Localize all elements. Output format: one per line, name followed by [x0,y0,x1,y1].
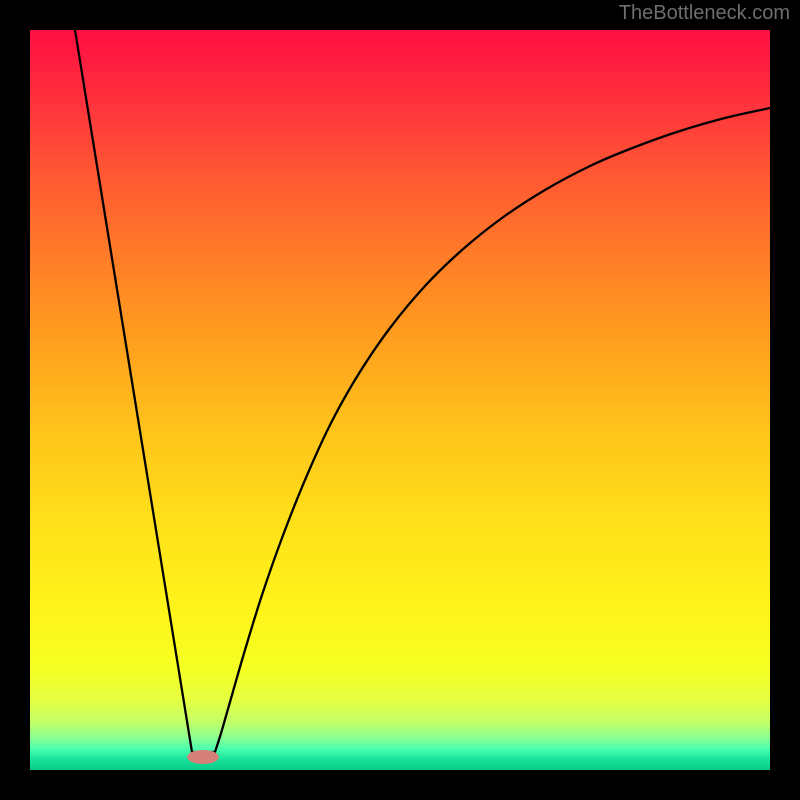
chart-container: TheBottleneck.com [0,0,800,800]
plot-background [30,30,770,770]
optimal-marker [187,750,219,764]
chart-svg [0,0,800,800]
watermark-text: TheBottleneck.com [619,2,790,25]
